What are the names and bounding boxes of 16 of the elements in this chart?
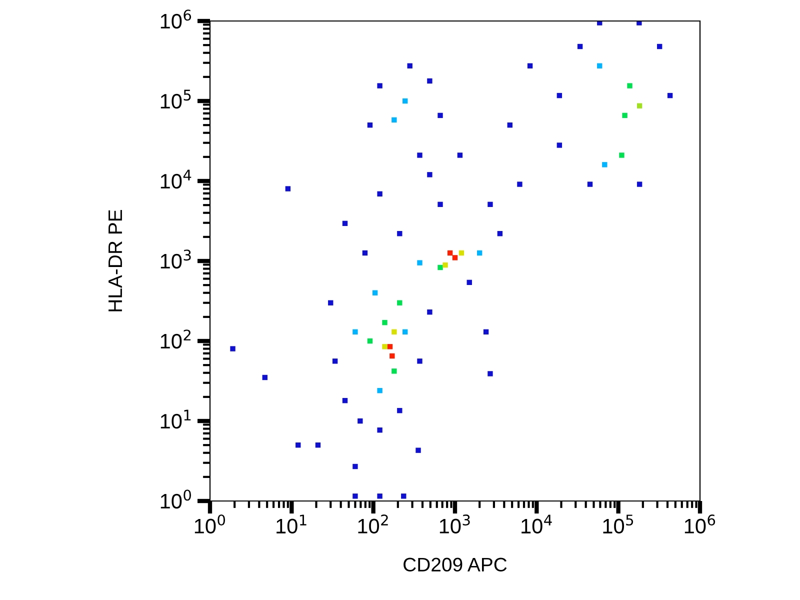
- y-tick-label: 10$^{2}$: [160, 330, 190, 349]
- y-tick-label: 10$^{6}$: [160, 10, 192, 29]
- y-tick-label: 10$^{3}$: [160, 250, 191, 269]
- y-tick-label: 10$^{1}$: [160, 410, 191, 429]
- x-axis-title: CD209 APC: [404, 558, 507, 572]
- x-tick-label: 10$^{5}$: [603, 514, 634, 534]
- y-tick-label: 10$^{0}$: [160, 490, 191, 509]
- y-tick-label: 10$^{4}$: [160, 170, 192, 189]
- x-tick-label: 10$^{6}$: [684, 514, 716, 534]
- x-tick-label: 10$^{4}$: [522, 514, 552, 534]
- y-axis-title: HLA-DR PE: [108, 210, 122, 312]
- x-tick-label: 10$^{1}$: [276, 514, 306, 534]
- x-tick-label: 10$^{0}$: [194, 514, 226, 534]
- x-tick-label: 10$^{2}$: [358, 514, 388, 534]
- y-tick-label: 10$^{5}$: [160, 90, 191, 109]
- x-tick-label: 10$^{3}$: [440, 514, 470, 534]
